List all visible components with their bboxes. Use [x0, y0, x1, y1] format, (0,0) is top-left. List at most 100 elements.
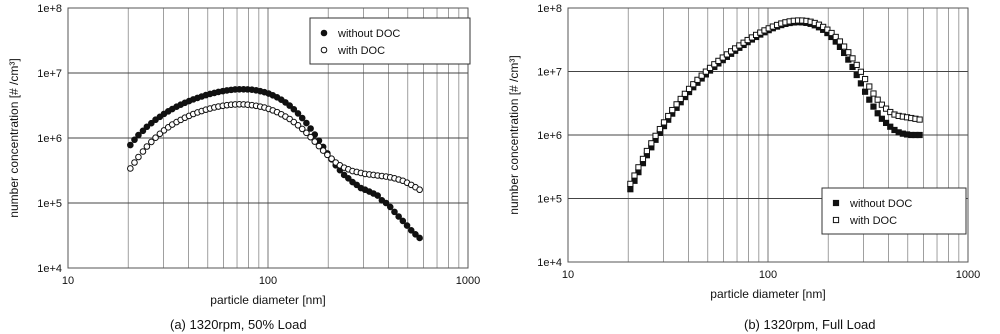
data-point-with-doc [698, 72, 705, 79]
data-point-without-doc [874, 110, 881, 117]
data-point-with-doc [324, 151, 331, 159]
data-point-without-doc [340, 171, 348, 179]
y-axis-label: number concentration [# /cm³] [507, 55, 521, 214]
data-point-without-doc [866, 96, 873, 103]
data-point-with-doc [870, 90, 877, 97]
data-point-without-doc [887, 123, 894, 130]
y-axis-label: number concentration [# /cm³] [7, 58, 21, 217]
data-point-with-doc [702, 68, 709, 75]
data-point-without-doc [382, 199, 390, 207]
data-point-without-doc [127, 141, 134, 149]
data-point-with-doc [711, 61, 718, 68]
data-point-with-doc [639, 155, 647, 163]
chart-b: 1e+4 1e+5 1e+6 1e+7 1e+8 10 100 1000 particle di… [507, 3, 980, 301]
x-tick-label: 1000 [456, 275, 480, 287]
chart-b-caption: (b) 1320rpm, Full Load [744, 317, 876, 332]
data-point-without-doc [131, 136, 138, 144]
y-tick-label: 1e+5 [37, 198, 62, 210]
x-tick-label: 10 [562, 269, 574, 281]
y-tick-label: 1e+6 [537, 130, 562, 142]
data-point-with-doc [665, 112, 672, 120]
data-point-with-doc [648, 140, 655, 147]
data-point-with-doc [660, 119, 668, 126]
data-point-with-doc [882, 105, 890, 112]
data-point-without-doc [416, 234, 423, 242]
legend-marker-without-doc [832, 199, 840, 207]
data-point-without-doc [143, 123, 151, 131]
data-point-with-doc [656, 125, 663, 133]
data-point-without-doc [307, 125, 314, 132]
data-point-without-doc [870, 103, 877, 110]
data-point-with-doc [681, 90, 688, 97]
data-point-without-doc [135, 131, 142, 139]
data-point-with-doc [290, 118, 298, 126]
data-point-without-doc [857, 80, 864, 87]
data-point-with-doc [845, 49, 852, 56]
data-point-without-doc [861, 88, 869, 95]
data-point-with-doc [832, 33, 839, 41]
data-point-with-doc [328, 155, 335, 163]
data-point-without-doc [916, 131, 923, 139]
data-point-with-doc [849, 55, 856, 62]
chart-panel-a: 1e+4 1e+5 1e+6 1e+7 1e+8 10 100 1000 particle di… [7, 3, 480, 332]
data-point-with-doc [824, 26, 831, 33]
data-point-without-doc [294, 110, 302, 117]
legend-box [309, 17, 471, 65]
data-point-with-doc [311, 138, 319, 145]
data-point-with-doc [828, 29, 835, 37]
data-point-with-doc [706, 64, 714, 71]
data-point-with-doc [677, 95, 684, 103]
legend-label: without DOC [337, 28, 400, 40]
data-point-with-doc [643, 147, 650, 155]
data-point-with-doc [416, 186, 423, 194]
data-point-with-doc [866, 83, 873, 90]
y-tick-label: 1e+7 [37, 68, 62, 80]
x-axis-label: particle diameter [nm] [710, 287, 825, 301]
data-point-without-doc [386, 203, 394, 211]
data-point-without-doc [152, 116, 159, 124]
data-point-with-doc [298, 125, 306, 133]
data-point-with-doc [303, 129, 310, 137]
legend-label: with DOC [849, 215, 897, 227]
data-point-without-doc [282, 99, 289, 106]
y-tick-label: 1e+6 [37, 133, 62, 145]
y-tick-label: 1e+8 [537, 3, 562, 15]
data-point-without-doc [399, 217, 407, 225]
data-point-with-doc [857, 68, 864, 75]
data-point-with-doc [861, 75, 869, 83]
data-point-without-doc [391, 208, 398, 216]
data-point-with-doc [874, 96, 881, 103]
data-point-without-doc [412, 230, 419, 238]
y-tick-label: 1e+8 [37, 3, 62, 15]
chart-a-caption: (a) 1320rpm, 50% Load [170, 317, 307, 332]
data-point-without-doc [303, 119, 310, 127]
data-point-with-doc [627, 180, 634, 187]
x-tick-label: 10 [62, 275, 74, 287]
data-point-with-doc [685, 85, 693, 93]
data-point-with-doc [673, 101, 680, 108]
data-point-without-doc [407, 227, 415, 234]
data-point-with-doc [853, 61, 860, 69]
legend-box [821, 187, 967, 235]
data-point-with-doc [878, 101, 885, 108]
x-axis-label: particle diameter [nm] [210, 293, 325, 307]
data-point-with-doc [690, 81, 697, 88]
data-point-without-doc [148, 119, 155, 127]
data-point-with-doc [148, 138, 155, 146]
data-point-with-doc [652, 132, 659, 139]
data-point-with-doc [131, 159, 138, 166]
data-point-with-doc [694, 76, 701, 83]
data-point-without-doc [395, 213, 402, 220]
data-point-with-doc [635, 164, 642, 171]
data-point-with-doc [916, 116, 923, 123]
legend-marker-without-doc [320, 29, 328, 37]
data-point-without-doc [374, 192, 381, 199]
data-point-without-doc [298, 114, 306, 122]
data-point-without-doc [290, 105, 298, 113]
data-point-with-doc [307, 133, 314, 141]
data-point-with-doc [841, 43, 848, 50]
chart-a: 1e+4 1e+5 1e+6 1e+7 1e+8 10 100 1000 particle di… [7, 3, 480, 307]
data-point-without-doc [882, 119, 890, 127]
legend-label: with DOC [337, 45, 385, 57]
legend-marker-with-doc [832, 216, 840, 224]
